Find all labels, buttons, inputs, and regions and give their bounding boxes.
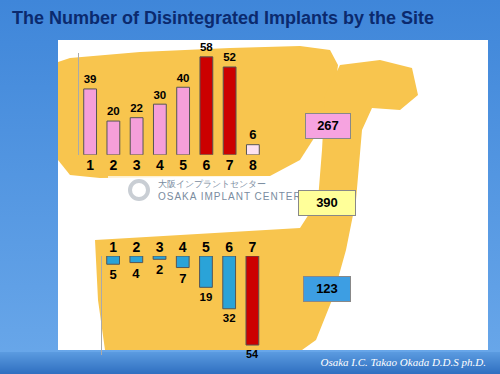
html-text:267: 267: [317, 118, 339, 133]
svg-text:19: 19: [200, 291, 213, 303]
svg-text:30: 30: [153, 89, 166, 101]
svg-text:3: 3: [133, 157, 141, 173]
html-text:大阪インプラントセンター: 大阪インプラントセンター: [158, 179, 266, 189]
svg-text:4: 4: [132, 266, 140, 281]
svg-text:2: 2: [156, 262, 163, 277]
svg-text:52: 52: [223, 51, 236, 63]
svg-text:7: 7: [179, 271, 186, 286]
svg-text:1: 1: [86, 157, 94, 173]
svg-text:22: 22: [130, 102, 143, 114]
svg-text:39: 39: [84, 73, 97, 85]
html-text:OSAKA IMPLANT CENTER: OSAKA IMPLANT CENTER: [158, 191, 302, 202]
svg-text:7: 7: [248, 239, 256, 255]
svg-text:8: 8: [249, 157, 257, 173]
svg-text:2: 2: [109, 157, 117, 173]
svg-text:6: 6: [202, 157, 210, 173]
svg-text:4: 4: [179, 239, 187, 255]
svg-text:5: 5: [202, 239, 210, 255]
svg-text:6: 6: [225, 239, 233, 255]
svg-text:20: 20: [107, 105, 120, 117]
svg-text:4: 4: [156, 157, 164, 173]
svg-text:1: 1: [109, 239, 117, 255]
svg-text:2: 2: [132, 239, 140, 255]
svg-text:54: 54: [246, 348, 258, 360]
svg-text:32: 32: [223, 312, 236, 324]
html-text:390: 390: [316, 195, 338, 210]
svg-text:7: 7: [226, 157, 234, 173]
svg-text:3: 3: [156, 239, 164, 255]
svg-text:6: 6: [249, 127, 256, 142]
html-text:Osaka I.C. Takao Okada D.D.S p: Osaka I.C. Takao Okada D.D.S ph.D.: [320, 356, 486, 368]
svg-text:40: 40: [177, 72, 190, 84]
svg-text:5: 5: [179, 157, 187, 173]
svg-text:58: 58: [200, 41, 213, 53]
svg-text:5: 5: [109, 267, 116, 282]
html-text:123: 123: [316, 281, 338, 296]
html-text:The Number of Disintegrated Im: The Number of Disintegrated Implants by …: [12, 8, 435, 28]
